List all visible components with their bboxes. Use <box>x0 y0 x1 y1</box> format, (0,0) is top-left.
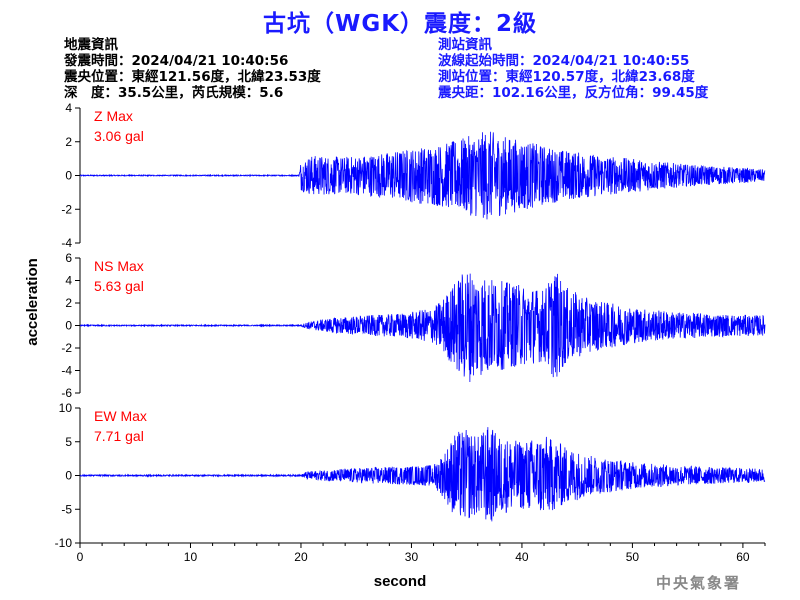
max-label: Z Max <box>94 108 133 124</box>
y-tick-label: 0 <box>65 319 72 333</box>
y-tick-label: -6 <box>61 386 72 400</box>
y-tick-label: 0 <box>65 169 72 183</box>
max-label: EW Max <box>94 408 147 424</box>
y-tick-label: 6 <box>65 251 72 265</box>
y-tick-label: -4 <box>61 364 72 378</box>
event-epicenter: 震央位置：東經121.56度，北緯23.53度 <box>64 69 321 85</box>
y-tick-label: -10 <box>55 536 73 550</box>
page-title: 古坑（WGK）震度：2級 <box>262 11 538 37</box>
y-tick-label: 4 <box>65 101 72 115</box>
event-depth-magnitude: 深 度：35.5公里，芮氏規模：5.6 <box>64 85 284 101</box>
y-tick-label: 2 <box>65 296 72 310</box>
panel-z: 4 2 0 -2 -4 Z Max 3.06 gal <box>61 101 766 250</box>
y-tick-label: -2 <box>61 202 72 216</box>
y-axis-label: acceleration <box>24 258 41 346</box>
panel-ew: 10 5 0 -5 -10 EW Max 7.71 gal <box>55 401 766 550</box>
x-tick-label: 50 <box>626 550 640 564</box>
max-value: 5.63 gal <box>94 278 144 294</box>
y-tick-label: -2 <box>61 341 72 355</box>
x-tick-label: 30 <box>405 550 419 564</box>
max-value: 7.71 gal <box>94 428 144 444</box>
y-tick-label: 10 <box>59 401 73 415</box>
y-tick-label: -4 <box>61 236 72 250</box>
waveform-trace <box>79 427 766 522</box>
x-axis-label: second <box>374 573 427 590</box>
agency-label: 中央氣象署 <box>656 574 742 592</box>
station-info-block: 測站資訊 波線起始時間：2024/04/21 10:40:55 測站位置：東經1… <box>438 37 708 101</box>
y-tick-label: -5 <box>61 502 72 516</box>
panel-ns: 6 4 2 0 -2 -4 -6 NS Max 5.63 gal <box>61 251 766 400</box>
y-tick-label: 4 <box>65 274 72 288</box>
x-tick-label: 0 <box>77 550 84 564</box>
x-tick-label: 40 <box>515 550 529 564</box>
station-location: 測站位置：東經120.57度，北緯23.68度 <box>438 69 695 85</box>
station-distance: 震央距：102.16公里，反方位角：99.45度 <box>438 85 709 101</box>
waveform-trace <box>79 273 766 382</box>
event-info-heading: 地震資訊 <box>64 37 118 53</box>
event-info-block: 地震資訊 發震時間：2024/04/21 10:40:56 震央位置：東經121… <box>64 37 321 101</box>
y-tick-label: 0 <box>65 469 72 483</box>
x-tick-label: 60 <box>736 550 750 564</box>
y-tick-label: 5 <box>65 435 72 449</box>
station-wave-start: 波線起始時間：2024/04/21 10:40:55 <box>438 53 690 69</box>
waveform-trace <box>79 131 766 220</box>
event-origin-time: 發震時間：2024/04/21 10:40:56 <box>64 53 289 69</box>
max-label: NS Max <box>94 258 144 274</box>
max-value: 3.06 gal <box>94 128 144 144</box>
station-info-heading: 測站資訊 <box>438 37 492 53</box>
x-tick-label: 20 <box>294 550 308 564</box>
x-tick-label: 10 <box>184 550 198 564</box>
y-tick-label: 2 <box>65 135 72 149</box>
